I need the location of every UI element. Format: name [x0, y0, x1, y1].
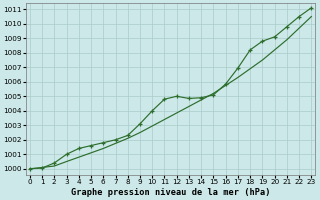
X-axis label: Graphe pression niveau de la mer (hPa): Graphe pression niveau de la mer (hPa): [71, 188, 270, 197]
